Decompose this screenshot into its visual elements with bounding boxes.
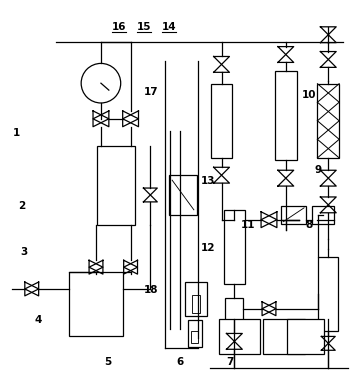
- Text: 5: 5: [104, 357, 111, 367]
- Bar: [169, 175, 197, 215]
- Bar: [317, 84, 339, 158]
- Text: 4: 4: [34, 315, 42, 325]
- Text: 11: 11: [241, 220, 255, 230]
- Bar: [97, 146, 135, 225]
- Text: 3: 3: [20, 246, 27, 256]
- Text: 1: 1: [13, 129, 20, 139]
- Bar: [263, 319, 305, 354]
- Circle shape: [81, 64, 121, 103]
- Bar: [318, 257, 338, 331]
- Text: 10: 10: [302, 90, 316, 100]
- Bar: [185, 281, 207, 316]
- Bar: [275, 71, 297, 160]
- Bar: [281, 206, 306, 224]
- Text: 16: 16: [111, 22, 126, 32]
- Bar: [313, 206, 334, 224]
- Bar: [225, 298, 243, 320]
- Text: 12: 12: [201, 243, 216, 253]
- Text: 13: 13: [201, 176, 216, 186]
- Text: 7: 7: [226, 357, 234, 367]
- Bar: [219, 319, 260, 354]
- Bar: [191, 331, 198, 343]
- Text: 17: 17: [144, 87, 158, 97]
- Text: 15: 15: [136, 22, 151, 32]
- Text: 9: 9: [314, 165, 321, 175]
- Bar: [188, 320, 202, 347]
- Text: 2: 2: [18, 201, 25, 211]
- Bar: [224, 210, 245, 285]
- Bar: [192, 295, 200, 313]
- Text: 6: 6: [176, 357, 183, 367]
- Bar: [211, 84, 232, 158]
- Text: 18: 18: [144, 285, 158, 295]
- Text: 14: 14: [162, 22, 176, 32]
- Text: 8: 8: [305, 220, 313, 230]
- Bar: [69, 272, 123, 336]
- Bar: [287, 319, 325, 354]
